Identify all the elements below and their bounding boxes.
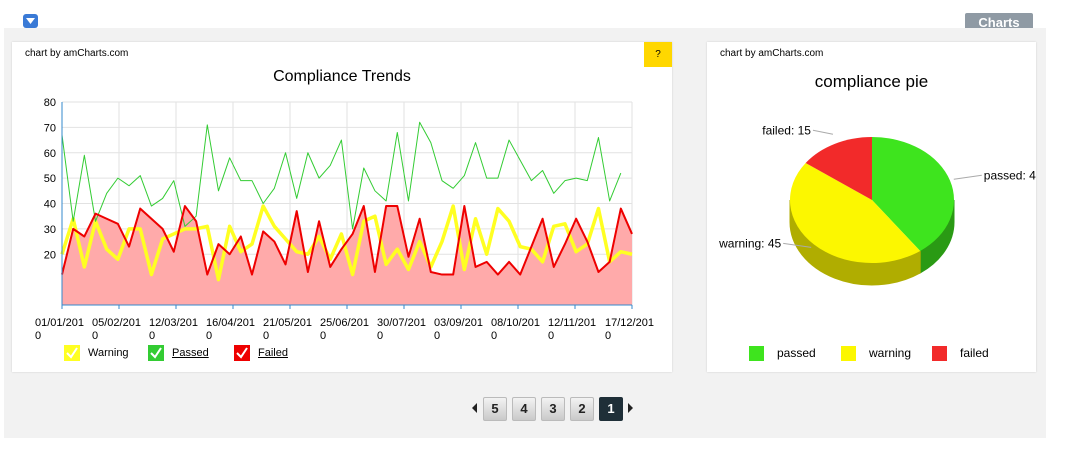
passed-series-line xyxy=(61,121,622,230)
x-tick-label: 16/04/201 0 xyxy=(206,317,255,342)
x-tick-label: 08/10/201 0 xyxy=(491,317,540,342)
x-tick-label-line1: 03/09/201 xyxy=(434,317,483,329)
chart-title: Compliance Trends xyxy=(273,68,411,85)
pie-legend-item-warning[interactable]: warning xyxy=(841,344,911,362)
x-tick-label: 05/02/201 0 xyxy=(92,317,141,342)
x-tick-label-line2: 0 xyxy=(92,330,98,342)
y-tick-label: 40 xyxy=(44,199,56,211)
x-tick-label: 12/11/201 0 xyxy=(548,317,596,342)
collapse-toggle-button[interactable] xyxy=(23,14,38,28)
pie-leader-line xyxy=(783,242,812,248)
legend-label-failed: Failed xyxy=(258,347,288,359)
pie-label-failed: failed: 15 xyxy=(762,123,811,137)
page-button-3[interactable]: 3 xyxy=(541,397,565,421)
pie-slice-warning xyxy=(790,162,921,263)
x-tick-label: 12/03/201 0 xyxy=(149,317,198,342)
x-tick-label-line2: 0 xyxy=(35,330,41,342)
y-tick-label: 20 xyxy=(44,249,56,261)
x-tick-label: 30/07/201 0 xyxy=(377,317,426,342)
pie-legend-item-passed[interactable]: passed xyxy=(749,344,816,362)
y-tick-label: 30 xyxy=(44,224,56,236)
next-page-icon[interactable] xyxy=(628,403,633,413)
x-tick-label-line1: 30/07/201 xyxy=(377,317,426,329)
pie-label-passed: passed: 40 xyxy=(984,168,1036,182)
x-tick-label-line1: 05/02/201 xyxy=(92,317,141,329)
pie-legend-label-failed: failed xyxy=(960,346,989,360)
x-tick-label-line1: 16/04/201 xyxy=(206,317,255,329)
x-tick-label-line1: 25/06/201 xyxy=(320,317,369,329)
previous-page-icon[interactable] xyxy=(472,403,477,413)
pie-slice-failed xyxy=(805,137,872,200)
warning-series-line xyxy=(60,204,633,282)
x-tick-label-line1: 12/11/201 xyxy=(548,317,596,329)
check-icon xyxy=(150,347,162,359)
x-tick-label-line2: 0 xyxy=(263,330,269,342)
pie-label-warning: warning: 45 xyxy=(718,236,781,250)
legend-label-warning: Warning xyxy=(88,347,129,359)
chart-credit[interactable]: chart by amCharts.com xyxy=(720,48,824,59)
charts-button[interactable]: Charts xyxy=(965,13,1033,32)
x-tick-label-line1: 12/03/201 xyxy=(149,317,198,329)
pie-leader-line xyxy=(953,174,982,180)
failed-legend-swatch xyxy=(234,345,250,361)
page-button-1[interactable]: 1 xyxy=(599,397,623,421)
x-tick-label-line2: 0 xyxy=(548,330,554,342)
x-tick-label-line1: 01/01/201 xyxy=(35,317,84,329)
pie-slice-passed xyxy=(872,137,954,251)
pie-legend-label-warning: warning xyxy=(869,346,912,360)
legend-label-passed: Passed xyxy=(172,347,209,359)
y-tick-label: 60 xyxy=(44,148,56,160)
x-tick-label: 25/06/201 0 xyxy=(320,317,369,342)
y-tick-label: 80 xyxy=(44,97,56,109)
passed-legend-swatch xyxy=(148,345,164,361)
x-tick-label: 21/05/201 0 xyxy=(263,317,312,342)
page-button-5[interactable]: 5 xyxy=(483,397,507,421)
x-tick-label-line1: 08/10/201 xyxy=(491,317,540,329)
pie-leader-line xyxy=(812,129,834,135)
x-tick-label-line2: 0 xyxy=(149,330,155,342)
chart-credit[interactable]: chart by amCharts.com xyxy=(25,48,129,59)
x-tick-label: 03/09/201 0 xyxy=(434,317,483,342)
legend-item-warning[interactable]: Warning xyxy=(64,344,129,362)
x-tick-label-line2: 0 xyxy=(206,330,212,342)
pie-chart: passed: 40 warning: 45 failed: 15 xyxy=(718,123,1036,286)
x-tick-label-line2: 0 xyxy=(320,330,326,342)
failed-legend-swatch xyxy=(932,345,947,361)
x-tick-label-line1: 21/05/201 xyxy=(263,317,312,329)
chevron-down-icon xyxy=(26,18,35,24)
warning-legend-swatch xyxy=(841,345,856,361)
x-tick-label-line1: 17/12/201 xyxy=(605,317,654,329)
warning-legend-swatch xyxy=(64,345,80,361)
page-button-4[interactable]: 4 xyxy=(512,397,536,421)
x-tick-label-line2: 0 xyxy=(434,330,440,342)
x-tick-label: 17/12/201 0 xyxy=(605,317,654,342)
passed-legend-swatch xyxy=(749,345,764,361)
x-tick-label-line2: 0 xyxy=(377,330,383,342)
failed-series-line xyxy=(61,205,633,276)
check-icon xyxy=(236,347,248,359)
y-tick-label: 70 xyxy=(44,122,56,134)
compliance-pie-panel: chart by amCharts.com compliance pie pas… xyxy=(707,42,1036,372)
legend-item-failed[interactable]: Failed xyxy=(234,344,288,362)
legend-item-passed[interactable]: Passed xyxy=(148,344,209,362)
compliance-trends-panel: chart by amCharts.com ? Compliance Trend… xyxy=(12,42,672,372)
x-tick-label-line2: 0 xyxy=(491,330,497,342)
help-button[interactable]: ? xyxy=(644,42,672,67)
pie-legend-item-failed[interactable]: failed xyxy=(932,344,989,362)
page-button-2[interactable]: 2 xyxy=(570,397,594,421)
x-tick-label: 01/01/201 0 xyxy=(35,317,84,342)
chart-title: compliance pie xyxy=(814,72,929,91)
y-tick-label: 50 xyxy=(44,173,56,185)
check-icon xyxy=(66,347,78,359)
pie-legend-label-passed: passed xyxy=(777,346,816,360)
x-tick-label-line2: 0 xyxy=(605,330,611,342)
